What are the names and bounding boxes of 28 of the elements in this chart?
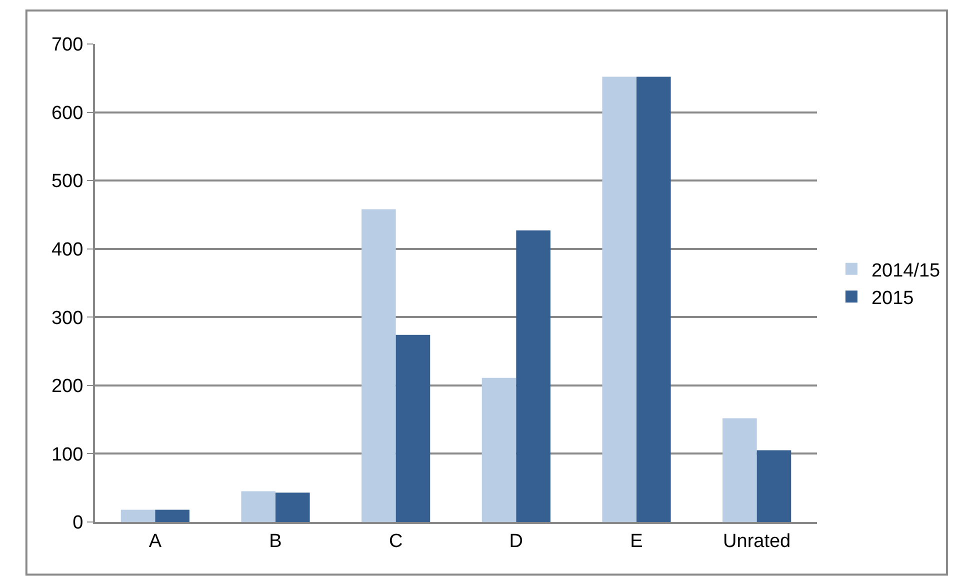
bar: [722, 418, 757, 522]
y-tick-label: 600: [51, 102, 84, 124]
bar: [602, 76, 636, 522]
bar: [756, 450, 792, 522]
x-tick-label: C: [388, 530, 403, 552]
x-tick-label: Unrated: [723, 530, 791, 552]
y-tick-label: 500: [51, 171, 84, 192]
y-tick-label: 100: [51, 444, 84, 466]
bar: [276, 492, 310, 522]
x-tick-label: D: [509, 530, 524, 552]
x-tick-label: A: [148, 530, 162, 552]
y-tick-label: 700: [51, 34, 84, 56]
bar: [241, 491, 276, 522]
y-tick-label: 400: [51, 240, 84, 261]
y-tick-label: 300: [51, 308, 84, 329]
bar: [516, 230, 550, 522]
bar: [636, 76, 671, 522]
bar: [155, 510, 190, 522]
y-tick-label: 0: [72, 512, 84, 534]
bar: [396, 334, 430, 522]
bar: [482, 378, 516, 522]
bar: [120, 510, 156, 522]
x-tick-label: E: [630, 530, 643, 552]
bar: [362, 209, 396, 522]
y-tick-label: 200: [51, 376, 84, 398]
x-tick-label: B: [269, 530, 282, 552]
legend-label: 2014/15: [871, 260, 940, 282]
legend-label: 2015: [871, 288, 914, 309]
